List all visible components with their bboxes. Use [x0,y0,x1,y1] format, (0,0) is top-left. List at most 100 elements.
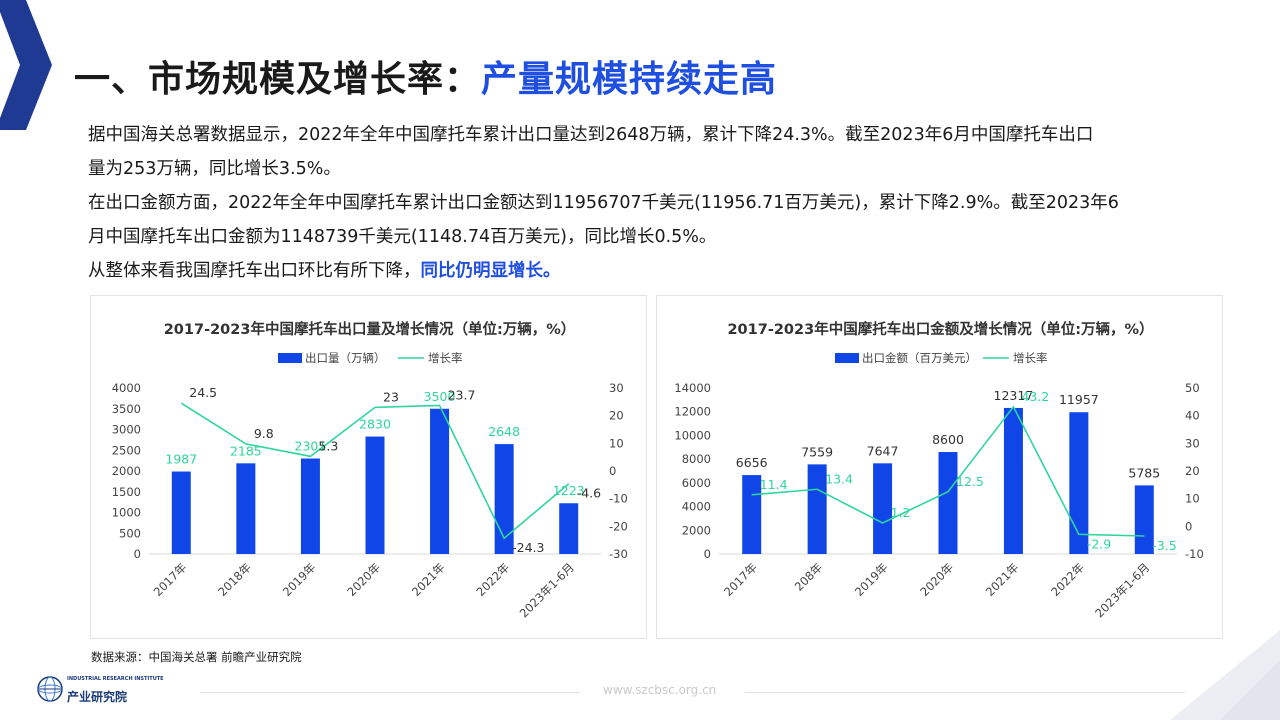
corner-triangle-decoration [1170,630,1280,720]
page-title-highlight: 产量规模持续走高 [481,59,778,100]
bar-value-label: 12317 [994,388,1034,403]
bar [1069,412,1089,554]
export-value-chart-panel: 2017-2023年中国摩托车出口金额及增长情况（单位:万辆，%） 出口金额（百万… [656,295,1223,639]
category-tick-label: 2020年 [344,560,383,599]
paragraph-4: 月中国摩托车出口金额为1148739千美元(1148.74百万美元)，同比增长0… [88,227,717,247]
page-title-main: 一、市场规模及增长率： [74,59,482,100]
line-value-label: -2.9 [1087,536,1111,551]
right-axis-tick-label: 40 [1185,409,1200,423]
logo-english-text: INDUSTRIAL RESEARCH INSTITUTE [67,676,164,682]
line-value-label: -3.5 [1152,538,1176,553]
category-tick-label: 2022年 [474,560,513,599]
line-value-label: 5.3 [318,438,338,453]
right-axis-tick-label: 30 [1185,436,1200,450]
left-axis-tick-label: 0 [704,547,711,561]
institute-logo: INDUSTRIAL RESEARCH INSTITUTE 产业研究院 [37,676,177,706]
bar [742,475,762,554]
right-axis-tick-label: -10 [1185,547,1204,561]
left-axis-tick-label: 4000 [112,381,141,395]
line-value-label: 24.5 [189,385,217,400]
bar [1134,485,1154,554]
category-tick-label: 2020年 [917,560,956,599]
bar-value-label: 6656 [736,455,768,470]
left-axis-tick-label: 3000 [112,423,141,437]
category-tick-label: 208年 [792,560,826,594]
category-tick-label: 2019年 [852,560,891,599]
bar-value-label: 1987 [165,452,197,467]
bar [938,452,958,554]
bar-value-label: 3500 [424,389,456,404]
right-axis-tick-label: 10 [1185,492,1200,506]
right-axis-tick-label: 20 [609,409,624,423]
left-axis-tick-label: 2000 [112,464,141,478]
paragraph-3: 在出口金额方面，2022年全年中国摩托车累计出口金额达到11956707千美元(… [88,193,1119,213]
line-value-label: 11.4 [760,477,788,492]
left-axis-tick-label: 2500 [112,443,141,457]
left-axis-tick-label: 2000 [682,523,711,537]
body-text: 据中国海关总署数据显示，2022年全年中国摩托车累计出口量达到2648万辆，累计… [88,118,1208,288]
category-tick-label: 2018年 [215,560,254,599]
right-axis-tick-label: 20 [1185,464,1200,478]
left-axis-tick-label: 14000 [674,381,711,395]
line-value-label: -24.3 [512,540,544,555]
chart-title: 2017-2023年中国摩托车出口量及增长情况（单位:万辆，%） [164,320,576,338]
bar-value-label: 11957 [1059,392,1099,407]
category-tick-label: 2017年 [151,560,190,599]
bar [236,463,256,554]
legend-line-label: 增长率 [1013,351,1048,365]
paragraph-2: 量为253万辆，同比增长3.5%。 [88,159,341,179]
growth-rate-line [180,402,570,540]
right-axis-tick-label: 30 [609,381,624,395]
bar [430,408,450,554]
line-value-label: 23 [383,389,399,404]
footer-divider-left [200,692,580,693]
category-tick-label: 2021年 [983,560,1022,599]
category-tick-label: 2021年 [409,560,448,599]
line-value-label: 12.5 [956,474,984,489]
left-axis-tick-label: 0 [134,547,141,561]
footer-url: www.szcbsc.org.cn [603,683,717,697]
left-axis-tick-label: 1000 [112,506,141,520]
logo-chinese-text: 产业研究院 [67,690,128,704]
export-value-chart: 2017-2023年中国摩托车出口金额及增长情况（单位:万辆，%） 出口金额（百万… [674,320,1204,620]
left-axis-tick-label: 4000 [682,500,711,514]
bar-value-label: 2830 [359,417,391,432]
line-value-label: 23.7 [448,387,476,402]
chart-title: 2017-2023年中国摩托车出口金额及增长情况（单位:万辆，%） [727,320,1153,338]
bar [559,503,579,554]
paragraph-1: 据中国海关总署数据显示，2022年全年中国摩托车累计出口量达到2648万辆，累计… [88,125,1094,145]
legend-bar-swatch [278,353,302,363]
bar-value-label: 8600 [932,432,964,447]
bar [300,458,320,554]
bar [494,444,514,554]
line-value-label: -4.6 [577,486,601,501]
category-tick-label: 2019年 [280,560,319,599]
left-axis-tick-label: 1500 [112,485,141,499]
bar-value-label: 7647 [867,443,899,458]
line-value-label: 1.2 [891,505,911,520]
category-tick-label: 2023年1-6月 [517,560,577,620]
bar-value-label: 5785 [1128,465,1160,480]
line-value-label: 43.2 [1021,389,1049,404]
bar [1003,407,1023,554]
category-tick-label: 2022年 [1048,560,1087,599]
right-axis-tick-label: 0 [1185,519,1192,533]
bar-value-label: 1223 [553,483,585,498]
paragraph-5-highlight: 同比仍明显增长。 [420,261,561,281]
line-value-label: 9.8 [254,426,274,441]
legend-line-label: 增长率 [428,351,463,365]
globe-logo-icon [37,676,63,702]
bar-value-label: 2301 [295,439,327,454]
left-axis-tick-label: 12000 [674,405,711,419]
legend-bar-label: 出口金额（百万美元） [862,351,977,365]
right-axis-tick-label: 0 [609,464,616,478]
paragraph-5: 从整体来看我国摩托车出口环比有所下降，同比仍明显增长。 [88,254,1208,288]
bar [873,463,893,554]
left-axis-tick-label: 500 [119,526,141,540]
left-axis-tick-label: 3500 [112,402,141,416]
export-volume-chart: 2017-2023年中国摩托车出口量及增长情况（单位:万辆，%） 出口量（万辆） 增… [112,320,628,620]
bar [171,471,191,554]
category-tick-label: 2017年 [721,560,760,599]
corner-chevron-decoration [0,0,52,130]
right-axis-tick-label: -10 [609,492,628,506]
